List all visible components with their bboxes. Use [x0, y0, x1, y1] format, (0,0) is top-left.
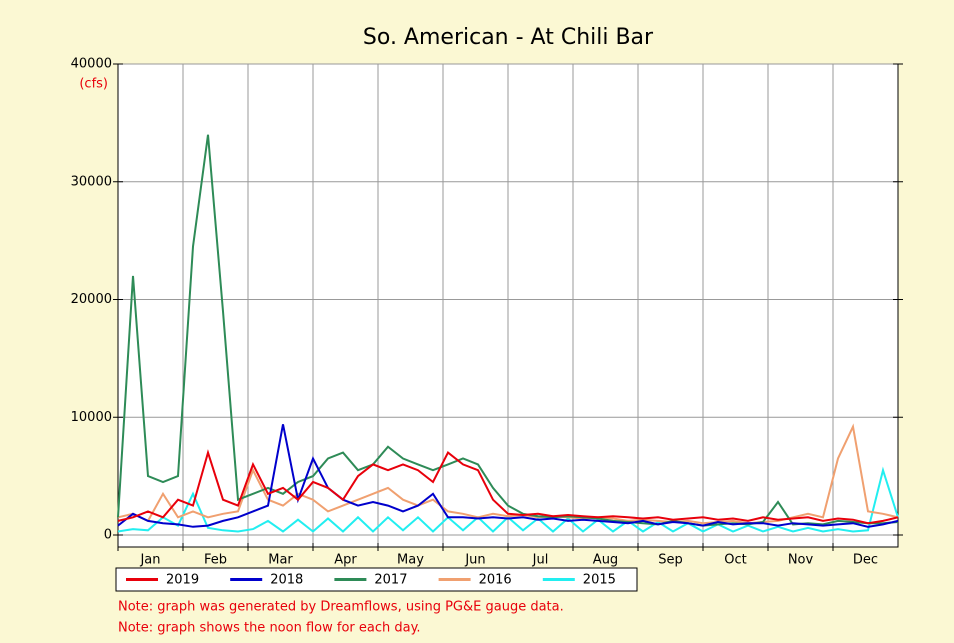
x-tick-label: Mar [268, 553, 293, 568]
x-tick-label: Jun [464, 553, 485, 568]
chart-title: So. American - At Chili Bar [363, 25, 654, 50]
y-tick-label: 10000 [71, 410, 112, 425]
legend-label: 2017 [374, 573, 407, 588]
series-line [117, 466, 899, 533]
y-tick-label: 30000 [71, 174, 112, 189]
legend-label: 2018 [270, 573, 303, 588]
legend [115, 567, 638, 592]
y-tick-label: 20000 [71, 292, 112, 307]
x-tick-label: Dec [853, 553, 878, 568]
x-tick-label: Nov [788, 553, 814, 568]
x-tick-label: Jul [532, 553, 549, 568]
y-unit: (cfs) [79, 77, 108, 92]
x-tick-label: Feb [204, 553, 227, 568]
note: Note: graph was generated by Dreamflows,… [118, 600, 564, 615]
legend-label: 2019 [166, 573, 199, 588]
x-tick-label: Jan [139, 553, 160, 568]
series-line [117, 423, 899, 525]
legend-label: 2016 [479, 573, 512, 588]
x-tick-label: Sep [658, 553, 683, 568]
series-line [117, 449, 899, 525]
x-tick-label: Oct [724, 553, 746, 568]
series-line [117, 424, 899, 528]
x-tick-label: Aug [593, 553, 618, 568]
x-tick-label: Apr [334, 553, 357, 568]
x-tick-label: May [397, 553, 424, 568]
note: Note: graph shows the noon flow for each… [118, 621, 421, 636]
legend-label: 2015 [583, 573, 616, 588]
y-tick-label: 0 [104, 528, 112, 543]
series-line [117, 134, 899, 527]
y-tick-label: 40000 [71, 57, 112, 72]
